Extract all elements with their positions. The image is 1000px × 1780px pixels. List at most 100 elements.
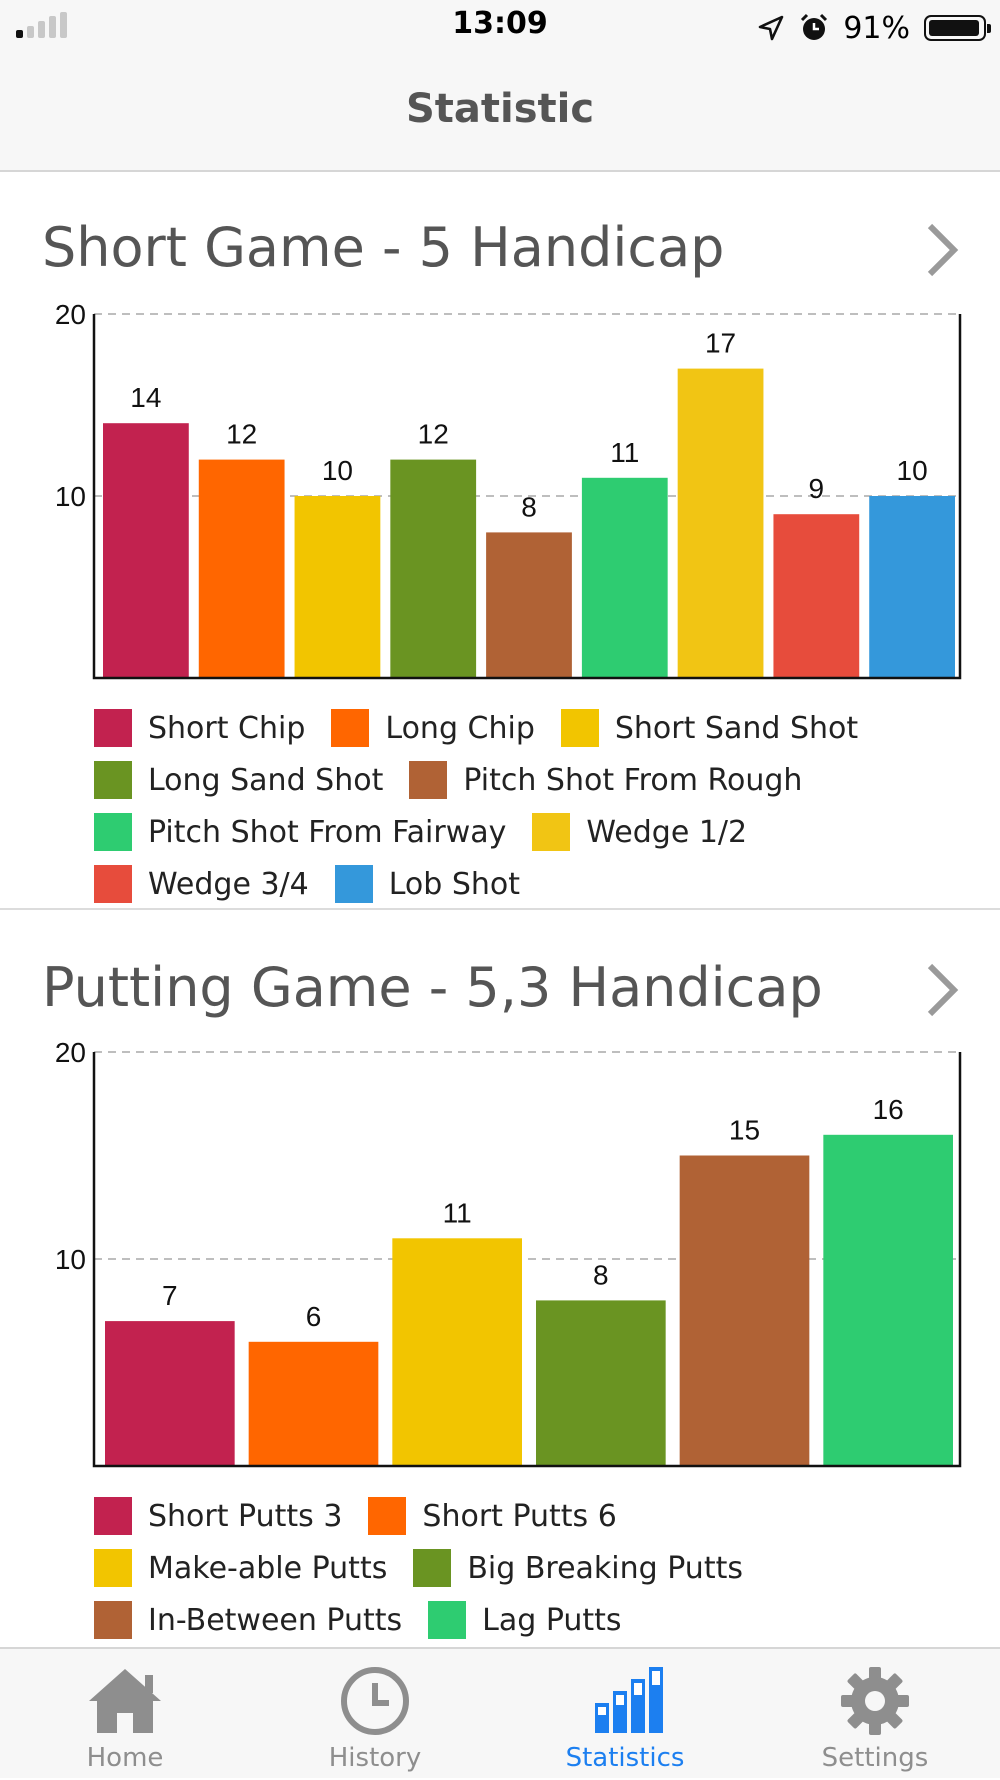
chart-axes bbox=[92, 1052, 962, 1468]
legend-row: Wedge 3/4 Lob Shot bbox=[94, 858, 974, 910]
gear-icon bbox=[841, 1667, 909, 1735]
battery-icon bbox=[924, 15, 991, 41]
bar-value-label: 16 bbox=[873, 1094, 904, 1125]
legend-label: Short Putts 6 bbox=[422, 1498, 617, 1534]
legend-swatch bbox=[94, 1549, 132, 1587]
bar-chart-icon bbox=[595, 1667, 663, 1733]
bar bbox=[198, 459, 285, 678]
tab-label: Statistics bbox=[565, 1743, 685, 1773]
chevron-right-icon[interactable] bbox=[922, 962, 962, 1018]
tab-label: History bbox=[328, 1743, 422, 1773]
legend-swatch bbox=[94, 709, 132, 747]
legend-item: Short Chip bbox=[94, 709, 305, 747]
legend-item: Wedge 3/4 bbox=[94, 865, 309, 903]
bar bbox=[869, 496, 955, 678]
bar-value-label: 12 bbox=[418, 419, 449, 450]
bar-value-label: 10 bbox=[322, 455, 353, 486]
putting-game-section[interactable]: Putting Game - 5,3 Handicap 10 20 7 6 11 8 15 1… bbox=[0, 910, 1000, 1647]
legend-item: Short Putts 3 bbox=[94, 1497, 342, 1535]
bar bbox=[679, 1155, 810, 1466]
legend-label: Short Chip bbox=[148, 710, 306, 746]
legend-label: Make-able Putts bbox=[148, 1550, 388, 1586]
legend-swatch bbox=[94, 761, 132, 799]
tab-bar: Home History Statistics bbox=[0, 1647, 1000, 1778]
short-game-legend: Short Chip Long Chip Short Sand Shot Long S… bbox=[94, 702, 974, 910]
cellular-signal-icon bbox=[16, 12, 96, 38]
bar bbox=[486, 532, 572, 678]
section-divider bbox=[0, 908, 1000, 910]
y-tick-label: 20 bbox=[55, 1037, 86, 1068]
legend-label: Long Chip bbox=[385, 710, 535, 746]
legend-item: Pitch Shot From Rough bbox=[409, 761, 802, 799]
legend-item: Wedge 1/2 bbox=[532, 813, 747, 851]
bar-value-label: 11 bbox=[443, 1197, 472, 1228]
putting-game-legend: Short Putts 3 Short Putts 6 Make-able Putt… bbox=[94, 1490, 974, 1646]
status-time: 13:09 bbox=[452, 6, 548, 41]
legend-swatch bbox=[409, 761, 448, 799]
bar-value-label: 14 bbox=[130, 382, 161, 413]
legend-item: Long Sand Shot bbox=[94, 761, 383, 799]
legend-item: Make-able Putts bbox=[94, 1549, 387, 1587]
putting-game-bar-chart: 10 20 7 6 11 8 15 16 bbox=[55, 1037, 962, 1468]
legend-swatch bbox=[334, 865, 373, 903]
bar-value-label: 6 bbox=[306, 1301, 322, 1332]
tab-home[interactable]: Home bbox=[0, 1649, 250, 1780]
chevron-right-icon[interactable] bbox=[922, 222, 962, 278]
bar-value-label: 12 bbox=[226, 419, 257, 450]
y-tick-label: 20 bbox=[55, 299, 86, 330]
bar bbox=[105, 1321, 235, 1466]
bar bbox=[677, 368, 764, 678]
section-title: Short Game - 5 Handicap bbox=[42, 216, 725, 279]
bar-value-label: 15 bbox=[729, 1115, 760, 1146]
legend-row: Pitch Shot From Fairway Wedge 1/2 bbox=[94, 806, 974, 858]
legend-swatch bbox=[94, 1601, 132, 1639]
legend-swatch bbox=[368, 1497, 407, 1535]
legend-item: Short Putts 6 bbox=[368, 1497, 617, 1535]
tab-label: Home bbox=[86, 1743, 164, 1773]
legend-item: Big Breaking Putts bbox=[413, 1549, 743, 1587]
alarm-clock-icon bbox=[801, 13, 828, 40]
bar-value-label: 7 bbox=[162, 1280, 178, 1311]
legend-label: In-Between Putts bbox=[148, 1602, 403, 1638]
legend-swatch bbox=[94, 865, 132, 903]
short-game-section[interactable]: Short Game - 5 Handicap 10 20 14 12 10 12 8 11 1… bbox=[0, 172, 1000, 908]
legend-row: Long Sand Shot Pitch Shot From Rough bbox=[94, 754, 974, 806]
legend-swatch bbox=[428, 1601, 467, 1639]
legend-label: Short Putts 3 bbox=[148, 1498, 343, 1534]
bar bbox=[248, 1341, 379, 1466]
bar bbox=[823, 1134, 953, 1466]
status-indicators: 91% bbox=[757, 6, 991, 50]
legend-swatch bbox=[560, 709, 599, 747]
legend-item: Lag Putts bbox=[428, 1601, 622, 1639]
bar bbox=[581, 477, 668, 678]
bar bbox=[103, 423, 189, 678]
status-bar: 13:09 91% bbox=[0, 0, 1000, 56]
legend-row: In-Between Putts Lag Putts bbox=[94, 1594, 974, 1646]
legend-label: Long Sand Shot bbox=[148, 762, 384, 798]
legend-label: Pitch Shot From Rough bbox=[463, 762, 803, 798]
legend-swatch bbox=[94, 813, 132, 851]
legend-row: Short Chip Long Chip Short Sand Shot bbox=[94, 702, 974, 754]
legend-swatch bbox=[413, 1549, 452, 1587]
bar bbox=[390, 459, 477, 678]
legend-label: Wedge 3/4 bbox=[148, 866, 309, 902]
location-arrow-icon bbox=[759, 15, 784, 41]
legend-item: Short Sand Shot bbox=[560, 709, 858, 747]
bar-value-label: 17 bbox=[705, 328, 736, 359]
y-tick-label: 10 bbox=[55, 1244, 86, 1275]
bar-value-label: 10 bbox=[897, 455, 928, 486]
bar-value-label: 8 bbox=[593, 1259, 609, 1290]
tab-label: Settings bbox=[821, 1743, 929, 1773]
clock-icon bbox=[341, 1667, 409, 1735]
legend-swatch bbox=[532, 813, 571, 851]
tab-history[interactable]: History bbox=[250, 1649, 500, 1780]
legend-label: Lag Putts bbox=[482, 1602, 622, 1638]
bar bbox=[773, 514, 860, 678]
legend-label: Wedge 1/2 bbox=[586, 814, 748, 850]
legend-item: Lob Shot bbox=[334, 865, 521, 903]
bar bbox=[392, 1238, 522, 1466]
legend-label: Lob Shot bbox=[388, 866, 521, 902]
legend-row: Make-able Putts Big Breaking Putts bbox=[94, 1542, 974, 1594]
tab-settings[interactable]: Settings bbox=[750, 1649, 1000, 1780]
tab-statistics[interactable]: Statistics bbox=[500, 1649, 750, 1780]
